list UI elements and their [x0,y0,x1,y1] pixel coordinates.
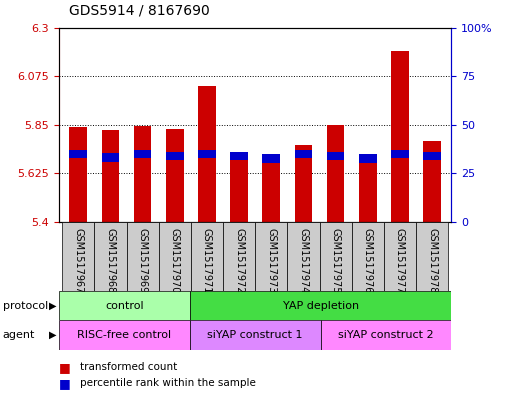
Bar [223,222,255,291]
Bar [287,222,320,291]
Bar [294,145,312,222]
Bar [69,150,87,158]
Text: GSM1517978: GSM1517978 [427,228,437,293]
Bar [294,150,312,158]
Text: percentile rank within the sample: percentile rank within the sample [80,378,255,388]
Text: GSM1517970: GSM1517970 [170,228,180,293]
Text: ▶: ▶ [49,330,56,340]
Bar [352,222,384,291]
Bar [359,160,377,222]
Bar [190,320,321,350]
Bar [263,154,280,163]
Text: ■: ■ [59,376,71,390]
Bar [102,130,120,222]
Bar [327,125,345,222]
Bar [134,150,151,158]
Bar [255,222,287,291]
Bar [423,141,441,222]
Bar [134,126,151,222]
Bar [423,152,441,160]
Text: GDS5914 / 8167690: GDS5914 / 8167690 [69,4,210,18]
Text: ■: ■ [59,361,71,374]
Bar [230,152,248,160]
Bar [359,154,377,163]
Bar [102,153,120,162]
Bar [198,150,216,158]
Text: GSM1517975: GSM1517975 [331,228,341,293]
Text: transformed count: transformed count [80,362,177,373]
Bar [62,222,94,291]
Text: GSM1517976: GSM1517976 [363,228,373,293]
Bar [230,159,248,222]
Bar [190,291,451,320]
Text: GSM1517971: GSM1517971 [202,228,212,293]
Bar [321,320,451,350]
Text: GSM1517969: GSM1517969 [137,228,148,293]
Bar [59,320,190,350]
Bar [127,222,159,291]
Bar [59,291,190,320]
Text: protocol: protocol [3,301,48,310]
Bar [198,86,216,222]
Bar [391,150,409,158]
Text: ▶: ▶ [49,301,56,310]
Text: RISC-free control: RISC-free control [77,330,171,340]
Text: siYAP construct 2: siYAP construct 2 [338,330,434,340]
Bar [391,51,409,222]
Text: GSM1517968: GSM1517968 [106,228,115,293]
Text: GSM1517977: GSM1517977 [395,228,405,293]
Text: YAP depletion: YAP depletion [283,301,359,310]
Text: GSM1517974: GSM1517974 [299,228,308,293]
Bar [320,222,352,291]
Bar [327,152,345,160]
Text: GSM1517973: GSM1517973 [266,228,277,293]
Bar [94,222,127,291]
Bar [384,222,416,291]
Text: siYAP construct 1: siYAP construct 1 [207,330,303,340]
Bar [263,163,280,222]
Bar [191,222,223,291]
Text: GSM1517967: GSM1517967 [73,228,83,293]
Bar [69,127,87,222]
Bar [159,222,191,291]
Text: GSM1517972: GSM1517972 [234,228,244,293]
Text: control: control [105,301,144,310]
Bar [416,222,448,291]
Bar [166,152,184,160]
Bar [166,129,184,222]
Text: agent: agent [3,330,35,340]
